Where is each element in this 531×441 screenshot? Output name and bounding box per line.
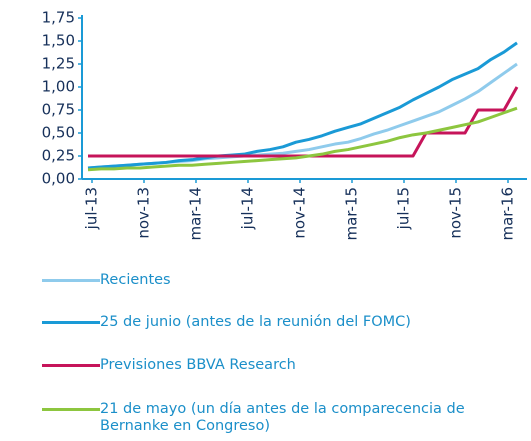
y-tick-label: 1,50 [42, 32, 75, 50]
x-tick-label: mar-15 [343, 187, 361, 241]
series-line [87, 106, 518, 172]
legend-swatch [42, 364, 100, 367]
x-tick-label: jul-14 [239, 187, 257, 230]
y-tick-label: 0,25 [42, 147, 75, 165]
legend-label: Previsiones BBVA Research [100, 357, 296, 373]
x-tick-label: jul-13 [83, 187, 101, 230]
legend-label: 25 de junio (antes de la reunión del FOM… [100, 314, 411, 330]
series-line [88, 86, 519, 158]
legend-item: 25 de junio (antes de la reunión del FOM… [42, 314, 530, 331]
x-tick-label: mar-16 [499, 187, 517, 241]
y-tick-label: 1,00 [42, 78, 75, 96]
legend-item: 21 de mayo (un día antes de la comparece… [42, 401, 530, 435]
series-line [87, 41, 518, 170]
legend-swatch [42, 279, 100, 282]
x-tick-label: nov-14 [291, 187, 309, 239]
y-tick-label: 0,00 [42, 170, 75, 188]
legend-swatch [42, 321, 100, 324]
y-tick-label: 1,25 [42, 55, 75, 73]
legend-swatch [42, 408, 100, 411]
x-tick-label: jul-15 [395, 187, 413, 230]
legend-label: Recientes [100, 272, 171, 288]
x-tick-label: nov-15 [447, 187, 465, 239]
legend-item: Previsiones BBVA Research [42, 357, 530, 374]
legend-label: 21 de mayo (un día antes de la comparece… [100, 401, 465, 434]
chart: 0,00 0,25 0,50 0,75 1,00 1,25 1,50 1,75 jul-13 no… [42, 9, 527, 241]
x-tick-label: nov-13 [135, 187, 153, 239]
y-tick-label: 0,50 [42, 124, 75, 142]
y-tick-label: 0,75 [42, 101, 75, 119]
x-tick-label: mar-14 [187, 187, 205, 241]
y-tick-label: 1,75 [42, 9, 75, 27]
legend-item: Recientes [42, 272, 530, 289]
